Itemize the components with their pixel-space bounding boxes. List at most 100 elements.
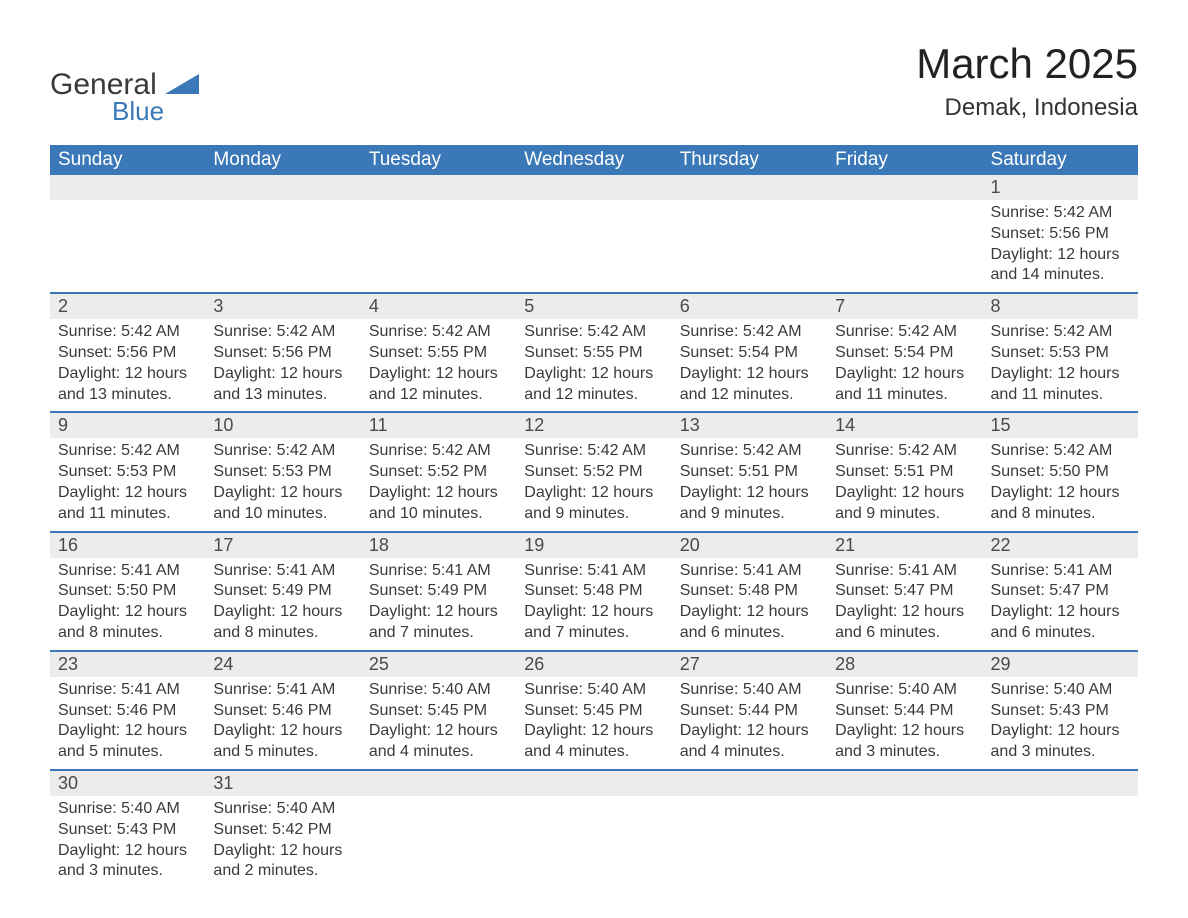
day-detail-cell: Sunrise: 5:40 AMSunset: 5:45 PMDaylight:…: [516, 677, 671, 770]
sunrise-text: Sunrise: 5:41 AM: [213, 561, 352, 582]
day-detail-cell: Sunrise: 5:41 AMSunset: 5:49 PMDaylight:…: [205, 558, 360, 651]
sunrise-text: Sunrise: 5:40 AM: [213, 799, 352, 820]
day-number-cell: 28: [827, 651, 982, 677]
day-detail-cell: Sunrise: 5:41 AMSunset: 5:50 PMDaylight:…: [50, 558, 205, 651]
title-block: March 2025 Demak, Indonesia: [916, 40, 1138, 122]
sunset-text: Sunset: 5:56 PM: [58, 343, 197, 364]
sunset-text: Sunset: 5:45 PM: [369, 701, 508, 722]
daylight-text: Daylight: 12 hours and 13 minutes.: [58, 364, 197, 406]
daylight-text: Daylight: 12 hours and 4 minutes.: [680, 721, 819, 763]
sunrise-text: Sunrise: 5:41 AM: [991, 561, 1130, 582]
day-detail-cell: Sunrise: 5:40 AMSunset: 5:43 PMDaylight:…: [983, 677, 1138, 770]
sunrise-text: Sunrise: 5:42 AM: [991, 203, 1130, 224]
day-detail-cell: Sunrise: 5:42 AMSunset: 5:53 PMDaylight:…: [983, 319, 1138, 412]
day-number-cell: [50, 175, 205, 200]
day-number-cell: 22: [983, 532, 1138, 558]
daylight-text: Daylight: 12 hours and 11 minutes.: [58, 483, 197, 525]
daylight-text: Daylight: 12 hours and 2 minutes.: [213, 841, 352, 883]
day-detail-cell: Sunrise: 5:40 AMSunset: 5:44 PMDaylight:…: [672, 677, 827, 770]
sunset-text: Sunset: 5:51 PM: [680, 462, 819, 483]
sunrise-text: Sunrise: 5:40 AM: [58, 799, 197, 820]
day-detail-cell: Sunrise: 5:42 AMSunset: 5:56 PMDaylight:…: [205, 319, 360, 412]
daylight-text: Daylight: 12 hours and 14 minutes.: [991, 245, 1130, 287]
sunset-text: Sunset: 5:48 PM: [524, 581, 663, 602]
sunrise-text: Sunrise: 5:40 AM: [369, 680, 508, 701]
day-detail-cell: [516, 796, 671, 888]
daylight-text: Daylight: 12 hours and 6 minutes.: [680, 602, 819, 644]
day-number-cell: 23: [50, 651, 205, 677]
sunset-text: Sunset: 5:49 PM: [213, 581, 352, 602]
day-number-cell: 13: [672, 412, 827, 438]
day-number-cell: [361, 175, 516, 200]
day-number-cell: 20: [672, 532, 827, 558]
day-detail-cell: Sunrise: 5:40 AMSunset: 5:42 PMDaylight:…: [205, 796, 360, 888]
day-detail-cell: Sunrise: 5:42 AMSunset: 5:52 PMDaylight:…: [361, 438, 516, 531]
sunset-text: Sunset: 5:55 PM: [524, 343, 663, 364]
day-detail-cell: [827, 796, 982, 888]
day-number-cell: 14: [827, 412, 982, 438]
day-detail-cell: [50, 200, 205, 293]
sunrise-text: Sunrise: 5:41 AM: [680, 561, 819, 582]
day-detail-cell: [672, 796, 827, 888]
sunset-text: Sunset: 5:45 PM: [524, 701, 663, 722]
sunrise-text: Sunrise: 5:41 AM: [58, 561, 197, 582]
day-number-cell: 30: [50, 770, 205, 796]
sunrise-text: Sunrise: 5:42 AM: [213, 322, 352, 343]
day-header: Tuesday: [361, 145, 516, 175]
day-detail-cell: Sunrise: 5:40 AMSunset: 5:43 PMDaylight:…: [50, 796, 205, 888]
daylight-text: Daylight: 12 hours and 6 minutes.: [835, 602, 974, 644]
sunset-text: Sunset: 5:49 PM: [369, 581, 508, 602]
day-detail-cell: Sunrise: 5:42 AMSunset: 5:50 PMDaylight:…: [983, 438, 1138, 531]
day-header: Friday: [827, 145, 982, 175]
sunset-text: Sunset: 5:43 PM: [991, 701, 1130, 722]
day-detail-cell: Sunrise: 5:42 AMSunset: 5:56 PMDaylight:…: [50, 319, 205, 412]
sunrise-text: Sunrise: 5:42 AM: [58, 322, 197, 343]
day-detail-cell: Sunrise: 5:41 AMSunset: 5:48 PMDaylight:…: [672, 558, 827, 651]
sunrise-text: Sunrise: 5:42 AM: [524, 441, 663, 462]
daylight-text: Daylight: 12 hours and 9 minutes.: [835, 483, 974, 525]
sunrise-text: Sunrise: 5:42 AM: [213, 441, 352, 462]
day-detail-cell: [361, 200, 516, 293]
day-number-cell: [361, 770, 516, 796]
day-detail-cell: [983, 796, 1138, 888]
day-detail-cell: Sunrise: 5:42 AMSunset: 5:54 PMDaylight:…: [827, 319, 982, 412]
sunrise-text: Sunrise: 5:41 AM: [213, 680, 352, 701]
day-detail-cell: Sunrise: 5:40 AMSunset: 5:44 PMDaylight:…: [827, 677, 982, 770]
daylight-text: Daylight: 12 hours and 8 minutes.: [58, 602, 197, 644]
day-number-cell: 25: [361, 651, 516, 677]
sunrise-text: Sunrise: 5:42 AM: [369, 441, 508, 462]
sunset-text: Sunset: 5:55 PM: [369, 343, 508, 364]
day-header: Monday: [205, 145, 360, 175]
sunrise-text: Sunrise: 5:42 AM: [58, 441, 197, 462]
day-number-cell: 7: [827, 293, 982, 319]
logo-word2: Blue: [112, 96, 199, 127]
day-detail-cell: Sunrise: 5:42 AMSunset: 5:55 PMDaylight:…: [361, 319, 516, 412]
logo: General Blue: [50, 70, 199, 127]
day-detail-cell: Sunrise: 5:40 AMSunset: 5:45 PMDaylight:…: [361, 677, 516, 770]
sunrise-text: Sunrise: 5:42 AM: [991, 322, 1130, 343]
daylight-text: Daylight: 12 hours and 8 minutes.: [213, 602, 352, 644]
daylight-text: Daylight: 12 hours and 5 minutes.: [213, 721, 352, 763]
daylight-text: Daylight: 12 hours and 11 minutes.: [835, 364, 974, 406]
day-number-cell: 31: [205, 770, 360, 796]
day-number-cell: [827, 175, 982, 200]
day-number-cell: 1: [983, 175, 1138, 200]
day-detail-cell: Sunrise: 5:42 AMSunset: 5:53 PMDaylight:…: [205, 438, 360, 531]
sunrise-text: Sunrise: 5:42 AM: [680, 322, 819, 343]
sunrise-text: Sunrise: 5:42 AM: [991, 441, 1130, 462]
sunset-text: Sunset: 5:53 PM: [213, 462, 352, 483]
daylight-text: Daylight: 12 hours and 13 minutes.: [213, 364, 352, 406]
day-detail-cell: [361, 796, 516, 888]
day-number-cell: 18: [361, 532, 516, 558]
day-number-cell: 15: [983, 412, 1138, 438]
day-detail-cell: [827, 200, 982, 293]
day-number-cell: 9: [50, 412, 205, 438]
sunset-text: Sunset: 5:53 PM: [991, 343, 1130, 364]
sunset-text: Sunset: 5:43 PM: [58, 820, 197, 841]
sunset-text: Sunset: 5:53 PM: [58, 462, 197, 483]
day-detail-cell: Sunrise: 5:42 AMSunset: 5:51 PMDaylight:…: [827, 438, 982, 531]
daylight-text: Daylight: 12 hours and 7 minutes.: [524, 602, 663, 644]
day-number-cell: 19: [516, 532, 671, 558]
daylight-text: Daylight: 12 hours and 12 minutes.: [369, 364, 508, 406]
daylight-text: Daylight: 12 hours and 11 minutes.: [991, 364, 1130, 406]
